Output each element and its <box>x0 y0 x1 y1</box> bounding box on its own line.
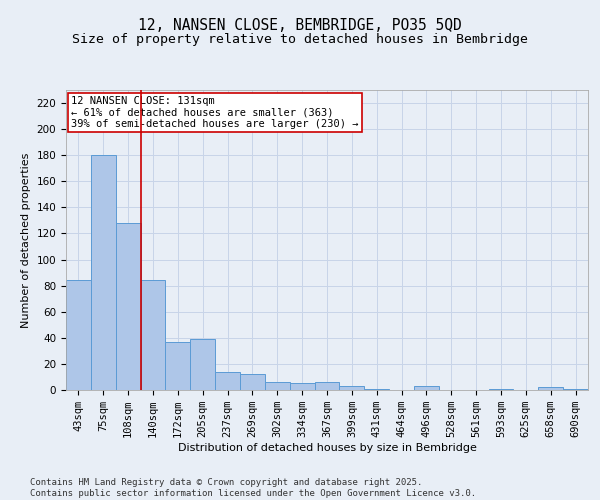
Bar <box>364 388 389 390</box>
Bar <box>265 382 290 390</box>
Bar <box>240 374 265 390</box>
Bar <box>190 339 215 390</box>
Bar <box>340 386 364 390</box>
Bar <box>414 386 439 390</box>
Bar <box>140 280 166 390</box>
Bar <box>314 382 340 390</box>
Text: Size of property relative to detached houses in Bembridge: Size of property relative to detached ho… <box>72 32 528 46</box>
X-axis label: Distribution of detached houses by size in Bembridge: Distribution of detached houses by size … <box>178 443 476 453</box>
Bar <box>91 155 116 390</box>
Bar <box>488 388 514 390</box>
Bar <box>538 388 563 390</box>
Bar <box>563 388 588 390</box>
Bar <box>290 384 314 390</box>
Bar <box>166 342 190 390</box>
Bar <box>215 372 240 390</box>
Bar <box>116 223 140 390</box>
Bar <box>66 280 91 390</box>
Text: 12, NANSEN CLOSE, BEMBRIDGE, PO35 5QD: 12, NANSEN CLOSE, BEMBRIDGE, PO35 5QD <box>138 18 462 32</box>
Text: Contains HM Land Registry data © Crown copyright and database right 2025.
Contai: Contains HM Land Registry data © Crown c… <box>30 478 476 498</box>
Y-axis label: Number of detached properties: Number of detached properties <box>21 152 31 328</box>
Text: 12 NANSEN CLOSE: 131sqm
← 61% of detached houses are smaller (363)
39% of semi-d: 12 NANSEN CLOSE: 131sqm ← 61% of detache… <box>71 96 359 129</box>
